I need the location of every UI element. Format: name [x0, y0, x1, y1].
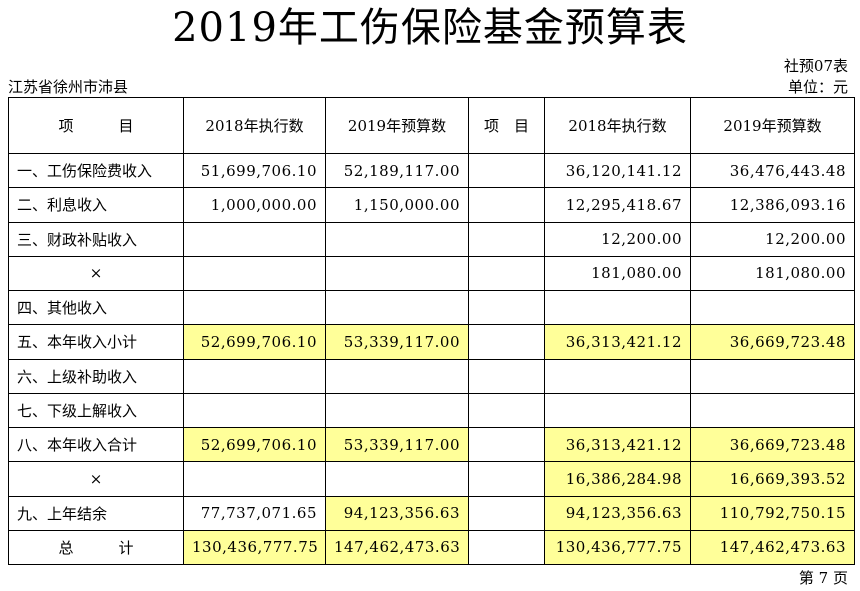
cell-2019-budget: 53,339,117.00: [325, 426, 469, 463]
table-row: 一、工伤保险费收入 51,699,706.10 52,189,117.00 36…: [8, 152, 855, 189]
cell-2019-budget: [325, 289, 469, 326]
cell-2019-budget: [325, 358, 469, 394]
cell-2019-budget-2: [690, 289, 855, 326]
region-label: 江苏省徐州市沛县: [8, 78, 129, 96]
row-item-2: [468, 461, 545, 497]
header-2018-actual-2: 2018年执行数: [544, 97, 691, 154]
cell-2019-budget: 1,150,000.00: [325, 187, 469, 223]
row-item: ×: [8, 461, 184, 497]
table-row: 六、上级补助收入: [8, 358, 855, 394]
cell-2018-actual-2: 36,313,421.12: [544, 426, 691, 463]
cell-2018-actual-2: 36,313,421.12: [544, 324, 691, 360]
row-item: 三、财政补贴收入: [8, 221, 184, 257]
cell-2019-budget: 94,123,356.63: [325, 495, 469, 531]
cell-2019-budget: [325, 461, 469, 497]
cell-2018-actual-2: 36,120,141.12: [544, 152, 691, 189]
row-item-2: [468, 324, 545, 360]
row-item-2: [468, 358, 545, 394]
row-item-2: [468, 187, 545, 223]
header-2019-budget-2: 2019年预算数: [690, 97, 855, 154]
row-item: ×: [8, 255, 184, 292]
cell-2019-budget-2: 16,669,393.52: [690, 461, 855, 497]
cell-2018-actual: [183, 392, 326, 429]
cell-2019-budget-2: [690, 392, 855, 429]
budget-table: 项 目 2018年执行数 2019年预算数 项 目 2018年执行数 2019年…: [8, 97, 855, 566]
row-item-2: [468, 495, 545, 531]
cell-2018-actual-2: 16,386,284.98: [544, 461, 691, 497]
header-2019-budget: 2019年预算数: [325, 97, 469, 154]
table-row: 二、利息收入 1,000,000.00 1,150,000.00 12,295,…: [8, 187, 855, 223]
cell-2018-actual-2: 12,295,418.67: [544, 187, 691, 223]
row-item-2: [468, 221, 545, 257]
cell-2019-budget: 52,189,117.00: [325, 152, 469, 189]
cell-2019-budget-2: 36,669,723.48: [690, 426, 855, 463]
row-item-2: [468, 392, 545, 429]
row-item: 二、利息收入: [8, 187, 184, 223]
page-title: 2019年工伤保险基金预算表: [172, 5, 688, 51]
cell-2019-budget-2: 12,386,093.16: [690, 187, 855, 223]
table-row: 七、下级上解收入: [8, 392, 855, 429]
table-row: 八、本年收入合计 52,699,706.10 53,339,117.00 36,…: [8, 426, 855, 463]
table-row: × 181,080.00 181,080.00: [8, 255, 855, 292]
unit-label: 单位：元: [787, 78, 848, 96]
cell-2018-actual-2: 130,436,777.75: [544, 529, 691, 566]
row-item: 四、其他收入: [8, 289, 184, 326]
cell-2018-actual: 130,436,777.75: [183, 529, 326, 566]
cell-2019-budget: 147,462,473.63: [325, 529, 469, 566]
row-item: 一、工伤保险费收入: [8, 152, 184, 189]
cell-2019-budget-2: 12,200.00: [690, 221, 855, 257]
table-row: 四、其他收入: [8, 289, 855, 326]
row-item: 八、本年收入合计: [8, 426, 184, 463]
cell-2018-actual: 1,000,000.00: [183, 187, 326, 223]
cell-2018-actual-2: 181,080.00: [544, 255, 691, 292]
cell-2018-actual-2: [544, 392, 691, 429]
table-row: 三、财政补贴收入 12,200.00 12,200.00: [8, 221, 855, 257]
page-number: 第 7 页: [798, 569, 848, 587]
row-item: 五、本年收入小计: [8, 324, 184, 360]
table-row: 五、本年收入小计 52,699,706.10 53,339,117.00 36,…: [8, 324, 855, 360]
header-item: 项 目: [8, 97, 184, 154]
row-item-2: [468, 289, 545, 326]
table-row: 九、上年结余 77,737,071.65 94,123,356.63 94,12…: [8, 495, 855, 531]
header-item-2: 项 目: [468, 97, 545, 154]
cell-2018-actual: [183, 221, 326, 257]
cell-2018-actual: [183, 461, 326, 497]
row-item: 总 计: [8, 529, 184, 566]
cell-2018-actual-2: [544, 289, 691, 326]
row-item-2: [468, 529, 545, 566]
cell-2019-budget: [325, 221, 469, 257]
cell-2019-budget-2: 181,080.00: [690, 255, 855, 292]
row-item-2: [468, 255, 545, 292]
cell-2018-actual: 52,699,706.10: [183, 324, 326, 360]
row-item: 六、上级补助收入: [8, 358, 184, 394]
cell-2019-budget-2: [690, 358, 855, 394]
cell-2018-actual: [183, 255, 326, 292]
cell-2019-budget-2: 147,462,473.63: [690, 529, 855, 566]
cell-2019-budget-2: 110,792,750.15: [690, 495, 855, 531]
cell-2018-actual-2: [544, 358, 691, 394]
cell-2019-budget-2: 36,669,723.48: [690, 324, 855, 360]
cell-2018-actual: [183, 358, 326, 394]
row-item-2: [468, 152, 545, 189]
cell-2018-actual: 77,737,071.65: [183, 495, 326, 531]
cell-2019-budget: [325, 255, 469, 292]
cell-2019-budget: 53,339,117.00: [325, 324, 469, 360]
header-2018-actual: 2018年执行数: [183, 97, 326, 154]
cell-2018-actual: 51,699,706.10: [183, 152, 326, 189]
row-item: 七、下级上解收入: [8, 392, 184, 429]
cell-2018-actual: [183, 289, 326, 326]
form-code: 社预07表: [783, 57, 848, 75]
cell-2018-actual: 52,699,706.10: [183, 426, 326, 463]
cell-2018-actual-2: 94,123,356.63: [544, 495, 691, 531]
cell-2018-actual-2: 12,200.00: [544, 221, 691, 257]
row-item-2: [468, 426, 545, 463]
cell-2019-budget: [325, 392, 469, 429]
row-item: 九、上年结余: [8, 495, 184, 531]
table-header-row: 项 目 2018年执行数 2019年预算数 项 目 2018年执行数 2019年…: [8, 97, 855, 154]
cell-2019-budget-2: 36,476,443.48: [690, 152, 855, 189]
table-row: 总 计 130,436,777.75 147,462,473.63 130,43…: [8, 529, 855, 566]
table-row: × 16,386,284.98 16,669,393.52: [8, 461, 855, 497]
